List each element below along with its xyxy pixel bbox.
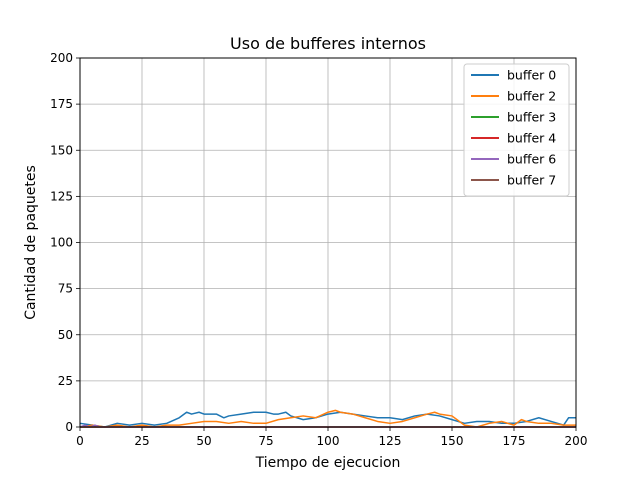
x-tick-label: 200 — [565, 434, 588, 448]
y-tick-label: 150 — [50, 143, 73, 157]
y-tick-label: 75 — [58, 282, 73, 296]
y-tick-label: 125 — [50, 189, 73, 203]
x-tick-label: 0 — [76, 434, 84, 448]
y-tick-label: 50 — [58, 328, 73, 342]
x-axis-ticks: 0 25 50 75 100 125 150 175 200 — [76, 427, 587, 448]
legend: buffer 0 buffer 2 buffer 3 buffer 4 buffer 6… — [463, 63, 570, 197]
x-tick-label: 100 — [317, 434, 340, 448]
x-tick-label: 75 — [258, 434, 273, 448]
y-tick-label: 200 — [50, 51, 73, 65]
legend-label: buffer 6 — [507, 152, 556, 167]
x-tick-label: 175 — [503, 434, 526, 448]
y-tick-label: 25 — [58, 374, 73, 388]
x-tick-label: 50 — [196, 434, 211, 448]
legend-label: buffer 0 — [507, 68, 556, 83]
y-tick-label: 0 — [65, 420, 73, 434]
x-tick-label: 150 — [441, 434, 464, 448]
y-axis-ticks: 0 25 50 75 100 125 150 175 200 — [50, 51, 80, 434]
legend-label: buffer 3 — [507, 110, 556, 125]
x-axis-label: Tiempo de ejecucion — [255, 455, 401, 471]
y-tick-label: 175 — [50, 97, 73, 111]
series-line-buffer-2 — [79, 409, 576, 428]
x-tick-label: 25 — [134, 434, 149, 448]
legend-label: buffer 4 — [507, 131, 556, 146]
y-axis-label: Cantidad de paquetes — [23, 165, 39, 320]
legend-label: buffer 7 — [507, 173, 556, 188]
y-tick-label: 100 — [50, 236, 73, 250]
legend-label: buffer 2 — [507, 89, 556, 104]
x-tick-label: 125 — [379, 434, 402, 448]
chart-title: Uso de bufferes internos — [230, 34, 426, 53]
